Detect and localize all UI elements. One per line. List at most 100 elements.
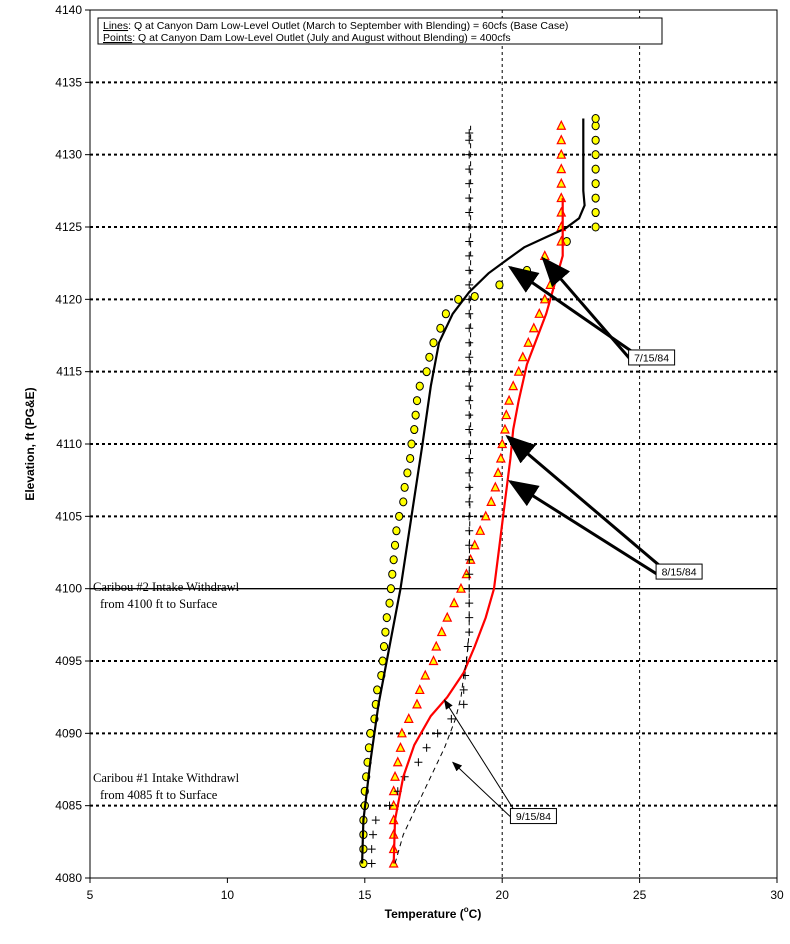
series-line-8-15-84 — [392, 198, 564, 864]
triangle-marker-8-15-84-37 — [528, 322, 539, 333]
triangle-marker-8-15-84-11 — [412, 698, 422, 709]
triangle-marker-8-15-84-26 — [490, 481, 501, 492]
x-tick-label-10: 10 — [221, 888, 235, 902]
annotation-caribou2-line2: from 4100 ft to Surface — [100, 597, 218, 611]
triangle-marker-8-15-84-8 — [395, 741, 406, 752]
plus-marker-9-15-84-35 — [465, 353, 474, 362]
legend-line-1: Lines: Q at Canyon Dam Low-Level Outlet … — [103, 20, 568, 32]
circle-marker-7-15-84-20 — [388, 569, 397, 579]
plus-marker-9-15-84-39 — [465, 295, 474, 304]
x-tick-label-30: 30 — [770, 888, 784, 902]
circle-marker-7-15-84-38 — [441, 309, 450, 319]
triangle-marker-8-15-84-6 — [390, 770, 400, 781]
circle-marker-7-15-84-31 — [411, 410, 420, 420]
plus-marker-9-15-84-30 — [465, 425, 474, 434]
triangle-marker-8-15-84-29 — [497, 438, 508, 449]
triangle-marker-8-15-84-39 — [539, 293, 550, 304]
y-tick-label-4135: 4135 — [55, 75, 82, 89]
y-tick-label-4095: 4095 — [55, 654, 82, 668]
legend-points-text: : Q at Canyon Dam Low-Level Outlet (July… — [132, 32, 511, 44]
circle-marker-7-15-84-29 — [407, 439, 416, 449]
triangle-marker-8-15-84-47 — [556, 177, 567, 188]
plus-marker-9-15-84-27 — [465, 468, 474, 477]
callout-arrow-8-15-84-0 — [505, 434, 662, 568]
callout-label-8-15-84: 8/15/84 — [662, 567, 697, 579]
x-axis-title-main: Temperature ( — [385, 907, 464, 921]
plus-marker-9-15-84-24 — [465, 512, 474, 521]
triangle-marker-8-15-84-32 — [504, 394, 515, 405]
annotation-caribou1-line1: Caribou #1 Intake Withdrawl — [93, 771, 240, 785]
x-tick-label-15: 15 — [358, 888, 372, 902]
plus-marker-9-15-84-2 — [369, 830, 378, 839]
y-tick-label-4140: 4140 — [55, 3, 82, 17]
triangle-marker-8-15-84-24 — [480, 510, 491, 521]
circle-marker-7-15-84-33 — [415, 381, 424, 391]
circle-marker-7-15-84-32 — [412, 396, 422, 406]
triangle-marker-8-15-84-16 — [436, 626, 447, 637]
circle-marker-7-15-84-52 — [591, 114, 600, 123]
circle-marker-7-15-84-30 — [410, 425, 419, 435]
plus-marker-9-15-84-45 — [465, 208, 474, 217]
plus-marker-9-15-84-47 — [465, 179, 474, 188]
circle-marker-7-15-84-37 — [436, 323, 445, 333]
triangle-marker-8-15-84-30 — [499, 423, 510, 434]
plus-marker-9-15-84-28 — [465, 454, 474, 463]
triangle-marker-8-15-84-23 — [475, 524, 486, 535]
circle-marker-7-15-84-17 — [382, 613, 391, 623]
circle-marker-7-15-84-28 — [406, 453, 415, 463]
y-tick-label-4120: 4120 — [55, 292, 82, 306]
plus-marker-9-15-84-34 — [465, 367, 474, 376]
circle-marker-7-15-84-26 — [400, 482, 409, 492]
plus-marker-9-15-84-12 — [459, 685, 468, 694]
legend-points-key: Points — [103, 32, 132, 44]
plus-marker-9-15-84-38 — [465, 309, 474, 318]
circle-marker-7-15-84-40 — [470, 291, 479, 301]
triangle-marker-8-15-84-14 — [428, 655, 439, 666]
circle-marker-7-15-84-47 — [591, 179, 600, 189]
triangle-marker-8-15-84-15 — [431, 640, 442, 651]
triangle-marker-8-15-84-18 — [449, 597, 460, 608]
callout-box-7-15-84 — [628, 349, 676, 366]
circle-marker-7-15-84-21 — [389, 555, 398, 565]
plus-marker-9-15-84-31 — [465, 411, 474, 420]
y-tick-label-4080: 4080 — [55, 871, 82, 885]
callout-arrow-9-15-84-1 — [452, 761, 515, 821]
circle-marker-7-15-84-48 — [591, 164, 600, 174]
circle-marker-7-15-84-44 — [591, 222, 600, 232]
plus-marker-9-15-84-33 — [465, 382, 474, 391]
y-tick-label-4115: 4115 — [56, 365, 82, 379]
circle-marker-7-15-84-34 — [422, 367, 431, 377]
plus-marker-9-15-84-3 — [371, 816, 380, 825]
legend-lines-text: : Q at Canyon Dam Low-Level Outlet (Marc… — [128, 20, 568, 32]
y-tick-label-4100: 4100 — [55, 582, 82, 596]
plus-marker-9-15-84-8 — [422, 743, 431, 752]
y-tick-label-4125: 4125 — [55, 220, 82, 234]
x-axis-title-unit: C) — [469, 907, 482, 921]
triangle-marker-8-15-84-31 — [501, 409, 512, 420]
circle-marker-7-15-84-16 — [381, 627, 390, 637]
y-tick-label-4085: 4085 — [55, 799, 82, 813]
y-tick-label-4130: 4130 — [55, 148, 82, 162]
circle-marker-7-15-84-36 — [429, 338, 438, 348]
triangle-marker-8-15-84-48 — [556, 163, 567, 174]
plus-marker-9-15-84-48 — [465, 165, 474, 174]
plus-marker-9-15-84-9 — [433, 729, 442, 738]
y-tick-label-4105: 4105 — [55, 509, 82, 523]
triangle-marker-8-15-84-33 — [508, 380, 519, 391]
circle-marker-7-15-84-22 — [390, 540, 400, 550]
circle-marker-7-15-84-50 — [591, 135, 600, 145]
callout-arrow-7-15-84-1 — [541, 256, 634, 363]
triangle-marker-8-15-84-36 — [523, 336, 534, 347]
legend-frame — [97, 17, 663, 45]
plus-marker-9-15-84-44 — [465, 223, 474, 231]
annotation-caribou1-line2: from 4085 ft to Surface — [100, 788, 218, 802]
triangle-marker-8-15-84-9 — [396, 727, 407, 738]
plus-marker-9-15-84-10 — [447, 714, 456, 723]
triangle-marker-8-15-84-13 — [420, 669, 431, 680]
plus-marker-9-15-84-40 — [465, 280, 474, 289]
triangle-marker-8-15-84-27 — [493, 467, 504, 478]
circle-marker-7-15-84-24 — [395, 511, 404, 521]
triangle-marker-8-15-84-28 — [495, 452, 506, 463]
triangle-marker-8-15-84-17 — [442, 611, 453, 622]
